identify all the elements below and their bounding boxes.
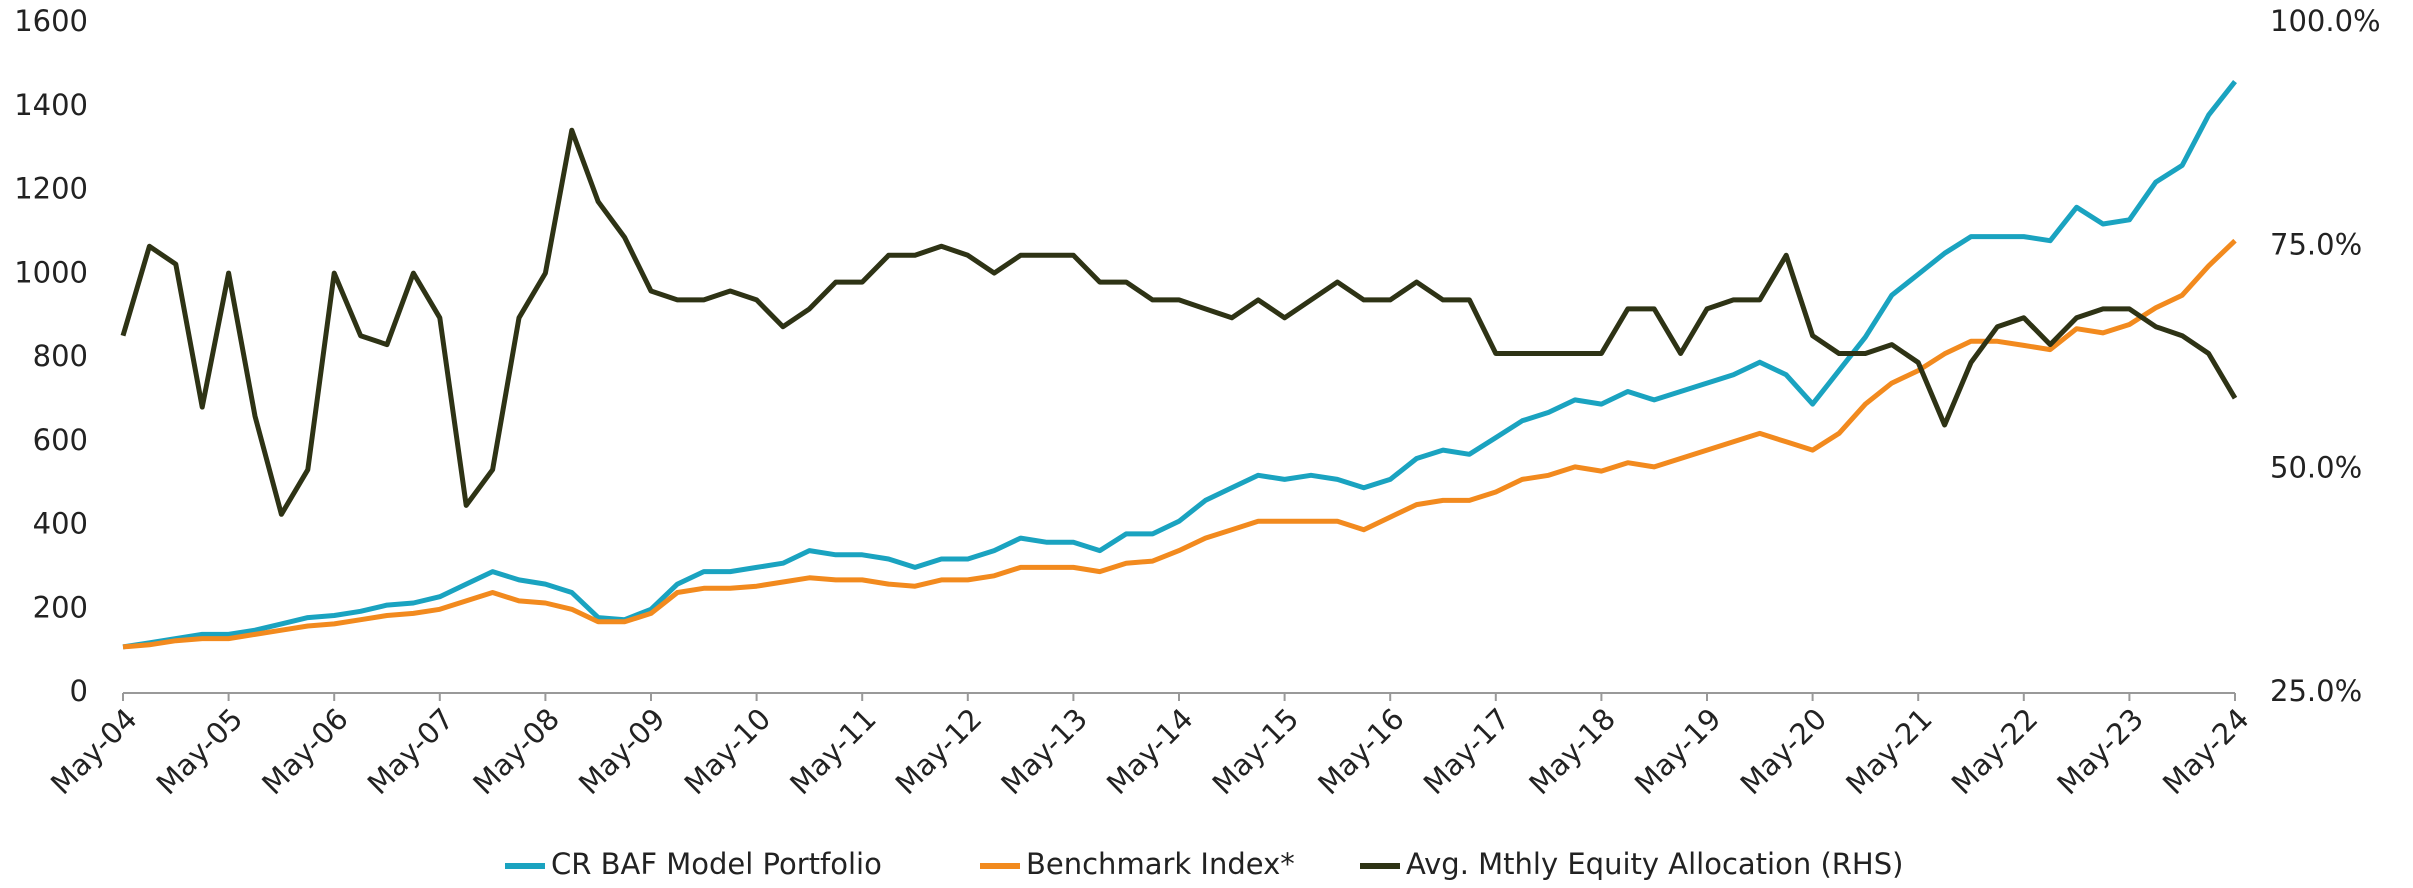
y-tick-label: 800 [33, 339, 88, 373]
series-line [122, 80, 2237, 650]
y-tick-label: 1000 [14, 255, 88, 289]
x-tick-label: May-06 [255, 702, 355, 802]
x-tick-label: May-19 [1628, 702, 1728, 802]
x-tick-label: May-15 [1206, 702, 1306, 802]
x-tick-label: May-12 [889, 702, 989, 802]
x-tick-label: May-14 [1100, 702, 1200, 802]
x-tick-label: May-22 [1945, 702, 2045, 802]
legend-label: Benchmark Index* [1026, 847, 1295, 881]
x-tick-label: May-23 [2050, 702, 2150, 802]
x-tick-label: May-10 [678, 702, 778, 802]
y2-tick-label: 25.0% [2270, 674, 2362, 708]
y2-tick-label: 50.0% [2270, 451, 2362, 485]
x-tick-label: May-13 [994, 702, 1094, 802]
series-line [120, 127, 2238, 517]
y-tick-label: 1400 [14, 88, 88, 122]
y2-tick-label: 100.0% [2270, 4, 2381, 38]
series-line [122, 238, 2237, 650]
y-tick-label: 1600 [14, 4, 88, 38]
legend-label: CR BAF Model Portfolio [551, 847, 882, 881]
x-tick-label: May-18 [1522, 702, 1622, 802]
y-tick-label: 400 [33, 507, 88, 541]
x-tick-label: May-11 [783, 702, 883, 802]
x-tick-label: May-07 [361, 702, 461, 802]
legend-label: Avg. Mthly Equity Allocation (RHS) [1406, 847, 1903, 881]
x-tick-label: May-16 [1311, 702, 1411, 802]
x-tick-label: May-17 [1417, 702, 1517, 802]
y-tick-label: 1200 [14, 172, 88, 206]
y2-tick-label: 75.0% [2270, 227, 2362, 261]
y-tick-label: 0 [70, 674, 88, 708]
x-tick-label: May-05 [150, 702, 250, 802]
x-tick-label: May-20 [1734, 702, 1834, 802]
x-tick-label: May-24 [2156, 702, 2256, 802]
x-tick-label: May-04 [44, 702, 144, 802]
y-tick-label: 600 [33, 423, 88, 457]
x-tick-label: May-09 [572, 702, 672, 802]
x-tick-label: May-08 [466, 702, 566, 802]
x-tick-label: May-21 [1839, 702, 1939, 802]
y-tick-label: 200 [33, 590, 88, 624]
